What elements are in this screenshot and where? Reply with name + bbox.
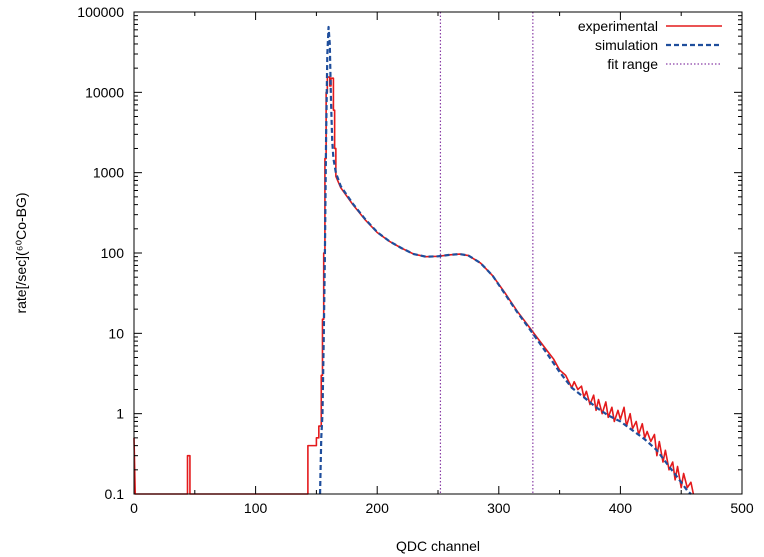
- series-layer: [133, 25, 695, 495]
- y-tick-label: 1000: [93, 165, 124, 181]
- legend-label: simulation: [595, 37, 658, 53]
- x-tick-label: 0: [130, 500, 138, 516]
- x-tick-label: 300: [487, 500, 511, 516]
- axis-ticks: [133, 11, 743, 495]
- legend: experimental simulation fit range: [578, 18, 722, 72]
- y-tick-label: 1: [116, 406, 124, 422]
- y-tick-label: 100000: [77, 4, 124, 20]
- x-tick-label: 400: [609, 500, 633, 516]
- series-line-experimental: [133, 76, 695, 495]
- x-tick-label: 500: [730, 500, 754, 516]
- series-line-simulation: [318, 25, 692, 495]
- y-tick-label: 10: [108, 325, 124, 341]
- x-axis-label: QDC channel: [396, 538, 480, 554]
- x-tick-label: 200: [366, 500, 390, 516]
- y-tick-label: 0.1: [105, 486, 125, 502]
- x-tick-label: 100: [244, 500, 268, 516]
- y-tick-label: 10000: [85, 84, 124, 100]
- y-axis-label: rate[/sec](⁶⁰Co-BG): [13, 192, 29, 313]
- plot-frame: [133, 11, 743, 495]
- fit-range-lines: [439, 12, 534, 494]
- y-tick-label: 100: [101, 245, 125, 261]
- plot-area: [133, 12, 695, 495]
- legend-label: experimental: [578, 18, 658, 34]
- axis-tick-labels: 0 100 200 300 400 500 0.1 1 10 100 1000 10000 100000: [77, 4, 754, 516]
- legend-label: fit range: [607, 56, 658, 72]
